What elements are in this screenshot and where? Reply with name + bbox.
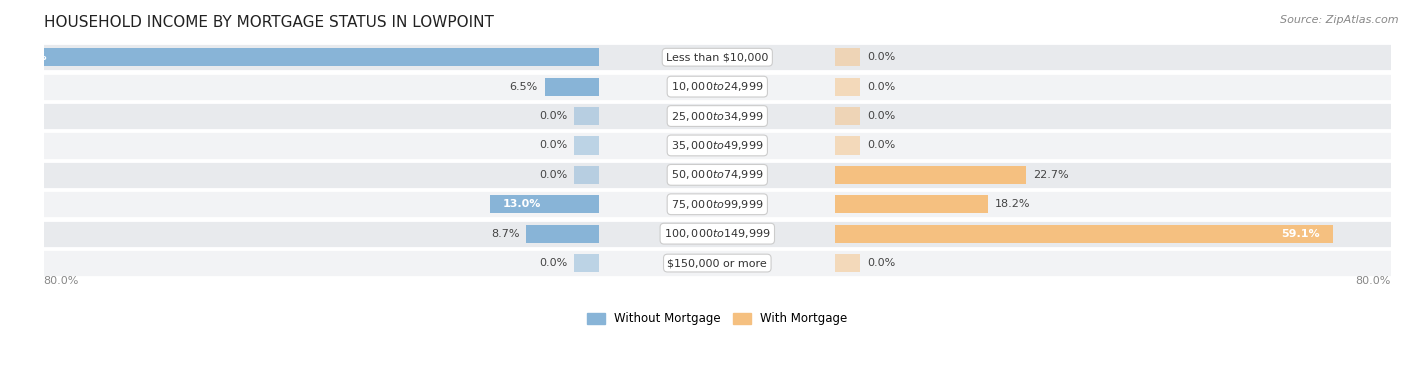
Text: 71.7%: 71.7%	[8, 52, 46, 62]
Bar	[44, 131, 1391, 160]
Text: 18.2%: 18.2%	[995, 199, 1031, 209]
Bar	[835, 48, 860, 67]
Text: 6.5%: 6.5%	[510, 82, 538, 91]
Text: 0.0%: 0.0%	[538, 141, 568, 150]
Bar	[44, 102, 1391, 130]
Bar	[44, 73, 1391, 101]
Text: $50,000 to $74,999: $50,000 to $74,999	[671, 168, 763, 181]
Text: $100,000 to $149,999: $100,000 to $149,999	[664, 227, 770, 240]
Bar	[0, 48, 599, 67]
Text: $25,000 to $34,999: $25,000 to $34,999	[671, 110, 763, 122]
Bar	[574, 254, 599, 272]
Text: 0.0%: 0.0%	[538, 111, 568, 121]
Text: 0.0%: 0.0%	[868, 82, 896, 91]
Text: $10,000 to $24,999: $10,000 to $24,999	[671, 80, 763, 93]
Text: 13.0%: 13.0%	[502, 199, 541, 209]
Bar	[44, 161, 1391, 189]
Bar	[526, 225, 599, 243]
Bar	[44, 249, 1391, 277]
Text: 80.0%: 80.0%	[1355, 276, 1391, 286]
Bar	[835, 136, 860, 155]
Bar	[835, 254, 860, 272]
Bar	[835, 166, 1026, 184]
Text: 0.0%: 0.0%	[538, 170, 568, 180]
Bar	[574, 107, 599, 125]
Text: HOUSEHOLD INCOME BY MORTGAGE STATUS IN LOWPOINT: HOUSEHOLD INCOME BY MORTGAGE STATUS IN L…	[44, 15, 494, 30]
Text: 0.0%: 0.0%	[868, 52, 896, 62]
Text: 8.7%: 8.7%	[491, 229, 519, 239]
Bar	[835, 195, 988, 213]
Text: 0.0%: 0.0%	[868, 258, 896, 268]
Text: 0.0%: 0.0%	[868, 141, 896, 150]
Bar	[44, 220, 1391, 248]
Text: $75,000 to $99,999: $75,000 to $99,999	[671, 198, 763, 211]
Text: $35,000 to $49,999: $35,000 to $49,999	[671, 139, 763, 152]
Bar	[835, 107, 860, 125]
Bar	[44, 43, 1391, 71]
Text: Source: ZipAtlas.com: Source: ZipAtlas.com	[1281, 15, 1399, 25]
Bar	[544, 77, 599, 96]
Text: 0.0%: 0.0%	[868, 111, 896, 121]
Legend: Without Mortgage, With Mortgage: Without Mortgage, With Mortgage	[582, 308, 852, 330]
Text: 22.7%: 22.7%	[1033, 170, 1069, 180]
Text: 59.1%: 59.1%	[1282, 229, 1320, 239]
Text: Less than $10,000: Less than $10,000	[666, 52, 769, 62]
Bar	[44, 190, 1391, 218]
Text: 0.0%: 0.0%	[538, 258, 568, 268]
Text: $150,000 or more: $150,000 or more	[668, 258, 768, 268]
Bar	[835, 225, 1333, 243]
Bar	[835, 77, 860, 96]
Bar	[574, 136, 599, 155]
Bar	[574, 166, 599, 184]
Text: 80.0%: 80.0%	[44, 276, 79, 286]
Bar	[489, 195, 599, 213]
